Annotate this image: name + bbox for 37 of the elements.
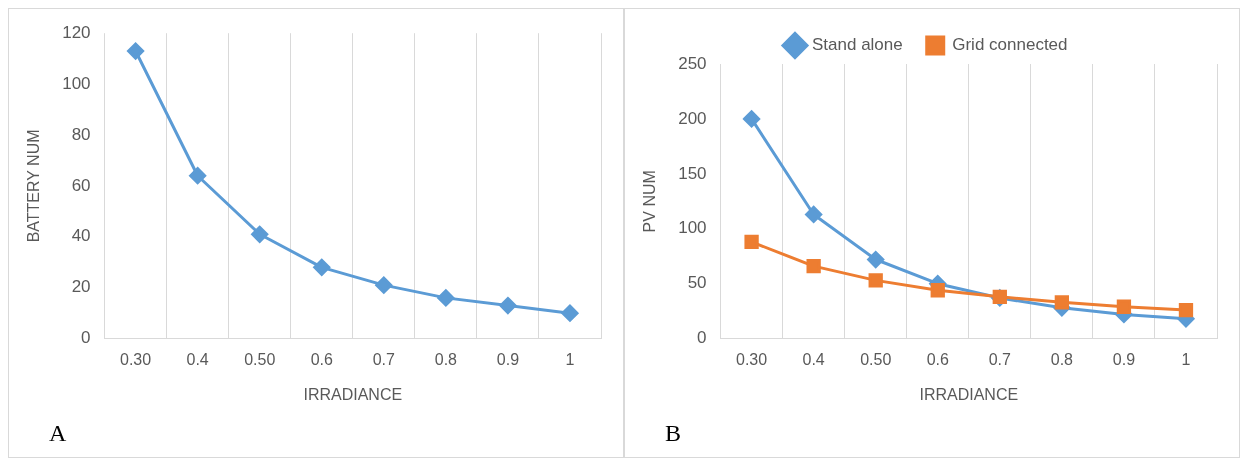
x-tick-label: 0.9 [496,350,520,368]
x-tick-label: 0.8 [1050,350,1074,368]
text: A [49,420,67,447]
x-tick-label: 1 [565,350,575,368]
x-axis-title: IRRADIANCE [303,385,403,403]
y-tick-label: 150 [678,163,707,183]
y-tick-label: 0 [81,328,91,348]
x-axis-title: IRRADIANCE [919,385,1019,403]
x-tick-label: 0.8 [434,350,458,368]
x-tick-label: 0.50 [860,350,892,368]
y-tick-label: 100 [62,73,91,93]
x-tick-label: 0.6 [926,350,949,368]
x-tick-label: 1 [1181,350,1191,368]
x-tick-label: 0.4 [802,350,825,368]
x-tick-label: 0.9 [1112,350,1136,368]
y-tick-label: 0 [697,328,707,348]
y-tick-label: 60 [71,175,91,195]
x-tick-label: 0.30 [736,350,768,368]
y-tick-label: 120 [62,22,91,42]
x-tick-label: 0.30 [120,350,152,368]
y-tick-label: 40 [71,226,91,246]
x-tick-label: 0.7 [372,350,396,368]
legend-label: Stand alone [811,35,903,55]
y-tick-label: 100 [678,218,707,238]
y-tick-label: 80 [71,124,91,144]
x-tick-label: 0.50 [244,350,276,368]
y-axis-title: BATTERY NUM [25,129,43,243]
x-tick-label: 0.6 [310,350,333,368]
y-tick-label: 20 [71,277,91,297]
x-tick-label: 0.7 [988,350,1012,368]
y-axis-title: PV NUM [641,170,659,233]
x-tick-label: 0.4 [186,350,209,368]
text: B [665,420,682,447]
legend-label: Grid connected [952,35,1068,55]
y-tick-label: 50 [687,273,707,293]
y-tick-label: 250 [678,53,707,73]
y-tick-label: 200 [678,108,707,128]
